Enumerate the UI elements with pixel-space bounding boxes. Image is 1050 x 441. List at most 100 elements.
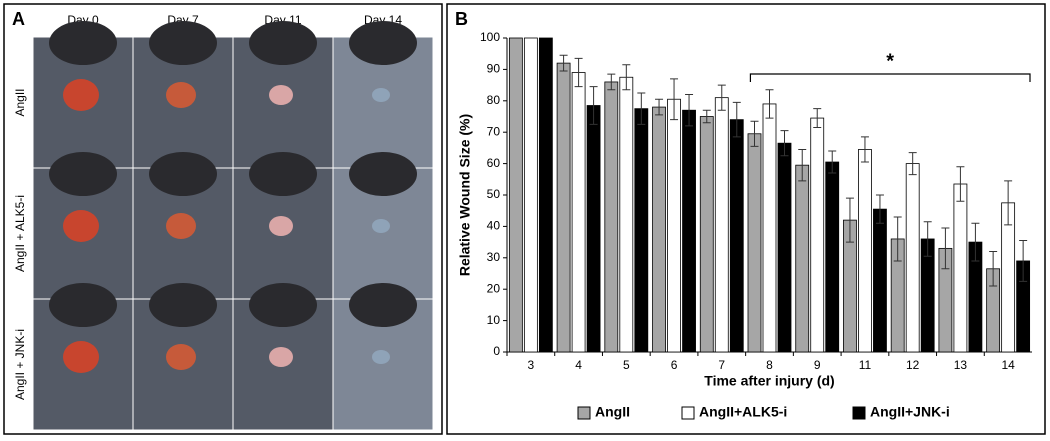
- error-bar: [908, 152, 917, 176]
- y-tick-label: 30: [487, 250, 501, 264]
- bar: [586, 105, 601, 353]
- bar: [619, 76, 634, 353]
- panel-a-frame: [3, 3, 443, 435]
- bar: [873, 208, 887, 353]
- bar: [523, 37, 538, 353]
- legend-swatch: [852, 406, 866, 420]
- error-bar: [622, 64, 631, 91]
- error-bar: [923, 221, 932, 257]
- x-tick-label: 11: [859, 358, 872, 372]
- error-bar: [828, 150, 837, 174]
- y-tick-label: 40: [487, 219, 501, 233]
- error-bar: [607, 73, 616, 91]
- photo-body: [249, 283, 317, 327]
- bar: [571, 72, 586, 353]
- wound: [269, 85, 293, 105]
- y-tick-label: 50: [487, 187, 501, 201]
- legend-label: AngII+JNK-i: [870, 404, 950, 420]
- y-tick-label: 100: [480, 30, 500, 44]
- bar: [953, 183, 968, 353]
- photo-body: [49, 21, 117, 65]
- error-bar: [589, 86, 598, 125]
- annotation: *: [886, 50, 894, 72]
- error-bar: [860, 136, 869, 163]
- y-tick-label: 0: [493, 344, 500, 358]
- x-tick-label: 4: [575, 358, 582, 372]
- bar: [508, 37, 523, 353]
- x-tick-label: 6: [671, 358, 678, 372]
- error-bar: [813, 108, 822, 128]
- error-bar: [655, 98, 664, 116]
- photo-body: [149, 152, 217, 196]
- error-bar: [637, 92, 646, 125]
- x-tick-label: 5: [623, 358, 630, 372]
- x-tick-label: 3: [528, 358, 535, 372]
- bar: [747, 133, 762, 353]
- bar: [634, 108, 649, 353]
- bar: [604, 81, 619, 353]
- row-label: AngII + ALK5-i: [13, 195, 27, 272]
- wound: [63, 210, 99, 242]
- error-bar: [989, 251, 998, 287]
- panel-label: A: [12, 9, 25, 29]
- bar: [777, 142, 792, 353]
- photo-body: [49, 152, 117, 196]
- legend-swatch: [577, 406, 591, 420]
- photo-body: [249, 21, 317, 65]
- wound: [372, 350, 390, 364]
- photo-body: [349, 152, 417, 196]
- photo-body: [149, 283, 217, 327]
- bar: [667, 98, 681, 353]
- error-bar: [845, 197, 854, 243]
- bar: [762, 103, 777, 353]
- y-tick-label: 80: [487, 93, 501, 107]
- photo-body: [349, 21, 417, 65]
- error-bar: [732, 101, 741, 138]
- bar: [905, 163, 920, 353]
- error-bar: [893, 216, 902, 262]
- legend-swatch: [681, 406, 695, 420]
- error-bar: [702, 109, 711, 124]
- bar: [825, 161, 840, 353]
- error-bar: [875, 194, 884, 224]
- error-bar: [765, 89, 774, 119]
- y-tick-label: 90: [487, 62, 501, 76]
- wound: [63, 341, 99, 373]
- x-tick-label: 12: [906, 358, 920, 372]
- bracket: [749, 73, 1031, 82]
- error-bar: [971, 222, 980, 262]
- y-tick-label: 20: [487, 281, 501, 295]
- error-bar: [780, 130, 789, 157]
- error-bar: [685, 94, 694, 127]
- wound: [372, 219, 390, 233]
- wound: [63, 79, 99, 111]
- error-bar: [956, 166, 965, 202]
- bar: [795, 164, 810, 353]
- y-tick-label: 10: [487, 313, 501, 327]
- wound: [166, 82, 196, 108]
- wound: [372, 88, 390, 102]
- bar: [699, 116, 714, 353]
- error-bar: [1004, 180, 1013, 226]
- error-bar: [798, 148, 807, 182]
- error-bar: [574, 57, 583, 88]
- bar: [858, 149, 872, 353]
- photo-body: [249, 152, 317, 196]
- panel-b-frame: [446, 3, 1046, 435]
- legend-label: AngII: [595, 404, 630, 420]
- x-tick-label: 13: [954, 358, 968, 372]
- photo-body: [49, 283, 117, 327]
- error-bar: [1019, 240, 1028, 282]
- photo-body: [349, 283, 417, 327]
- y-axis-title: Relative Wound Size (%): [457, 114, 473, 276]
- wound: [269, 347, 293, 367]
- bar: [682, 109, 696, 353]
- bar: [714, 97, 729, 353]
- x-tick-label: 7: [718, 358, 725, 372]
- bar: [729, 119, 744, 353]
- error-bar: [941, 227, 950, 270]
- row-label: AngII: [13, 88, 27, 116]
- wound: [269, 216, 293, 236]
- error-bar: [670, 78, 679, 121]
